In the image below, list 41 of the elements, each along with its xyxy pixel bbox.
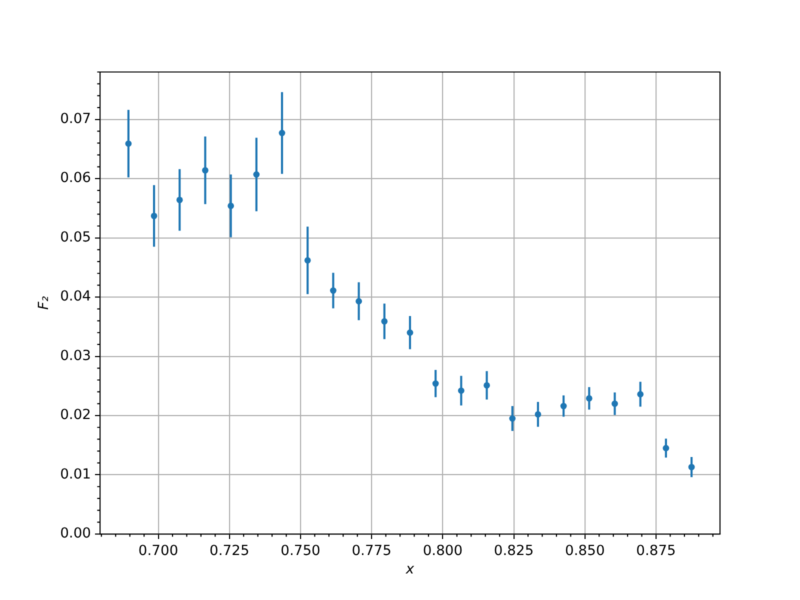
point (304, 257, 311, 264)
point (228, 202, 234, 210)
point (612, 400, 618, 407)
point (381, 318, 388, 325)
point (586, 395, 592, 402)
point (560, 402, 567, 410)
point (432, 380, 439, 387)
y-tick-label: 0.06 (60, 170, 91, 186)
point (688, 464, 695, 470)
y-tick-label: 0.03 (60, 348, 91, 364)
x-axis-title: x (404, 561, 415, 578)
x-tick-label: 0.750 (280, 542, 320, 559)
x-tick-label: 0.875 (636, 542, 676, 559)
y-tick-label: 0.00 (60, 526, 91, 542)
point (278, 130, 286, 136)
point (253, 171, 260, 178)
x-tick-label: 0.725 (210, 542, 250, 559)
x-tick-label: 0.775 (352, 542, 392, 559)
x-tick-label: 0.825 (494, 542, 534, 559)
y-tick-label: 0.04 (60, 288, 92, 305)
y-tick-label: 0.05 (60, 229, 91, 246)
point (509, 415, 516, 422)
y-tick-label: 0.02 (60, 407, 91, 424)
x-tick-label: 0.800 (422, 542, 463, 559)
y-tick-label: 0.07 (60, 110, 91, 127)
point (356, 298, 362, 304)
point (176, 196, 183, 204)
x-tick-label: 0.850 (565, 542, 605, 559)
point (125, 140, 132, 147)
point (662, 444, 670, 452)
x-tick-label: 0.700 (138, 542, 178, 559)
point (534, 411, 542, 418)
y-axis-title: F₂ (36, 296, 52, 310)
point (330, 287, 336, 294)
point (637, 391, 644, 398)
y-tick-label: 0.01 (60, 466, 91, 482)
point (406, 329, 414, 336)
point (150, 212, 158, 220)
point (458, 387, 464, 394)
point (202, 167, 208, 174)
point (484, 382, 490, 389)
